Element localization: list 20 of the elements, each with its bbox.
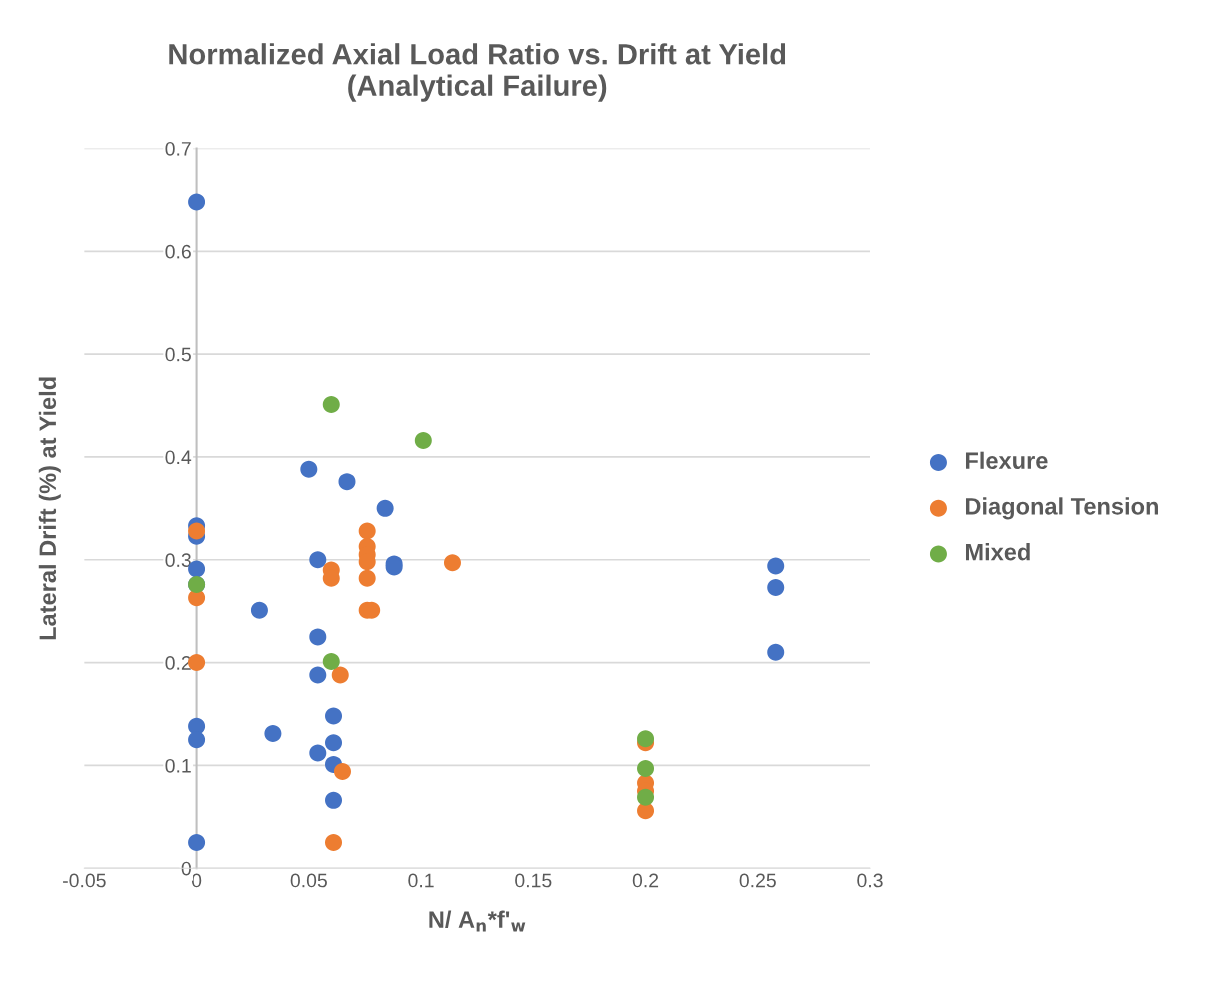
x-tick-label: 0.15 bbox=[515, 873, 552, 888]
x-tick-label: 0.3 bbox=[857, 873, 883, 888]
x-tick-label: 0.2 bbox=[632, 873, 659, 888]
y-tick-label: 0 bbox=[181, 861, 191, 876]
x-axis-title: N/ A$_{n}$*f'$_{w}$ bbox=[429, 910, 526, 932]
x-tick-label: 0.25 bbox=[739, 873, 776, 888]
y-axis-title: Lateral Drift (%) at Yield bbox=[38, 377, 61, 640]
y-tick-label: 0.4 bbox=[165, 450, 192, 465]
x-tick-label: 0.05 bbox=[290, 873, 327, 888]
legend-label: Diagonal Tension bbox=[965, 497, 1158, 520]
x-tick-label: 0.1 bbox=[408, 873, 434, 888]
y-tick-label: 0.6 bbox=[165, 244, 191, 259]
y-tick-label: 0.7 bbox=[165, 141, 191, 156]
x-tick-label: -0.05 bbox=[63, 873, 106, 888]
y-tick-label: 0.3 bbox=[165, 553, 191, 568]
legend-label: Mixed bbox=[965, 543, 1030, 561]
y-tick-label: 0.5 bbox=[165, 347, 191, 362]
chart-title: Normalized Axial Load Ratio vs. Drift at Yield (Analytical Failure) bbox=[169, 43, 786, 102]
legend-label: Flexure bbox=[965, 451, 1048, 470]
y-tick-label: 0.1 bbox=[165, 758, 191, 773]
